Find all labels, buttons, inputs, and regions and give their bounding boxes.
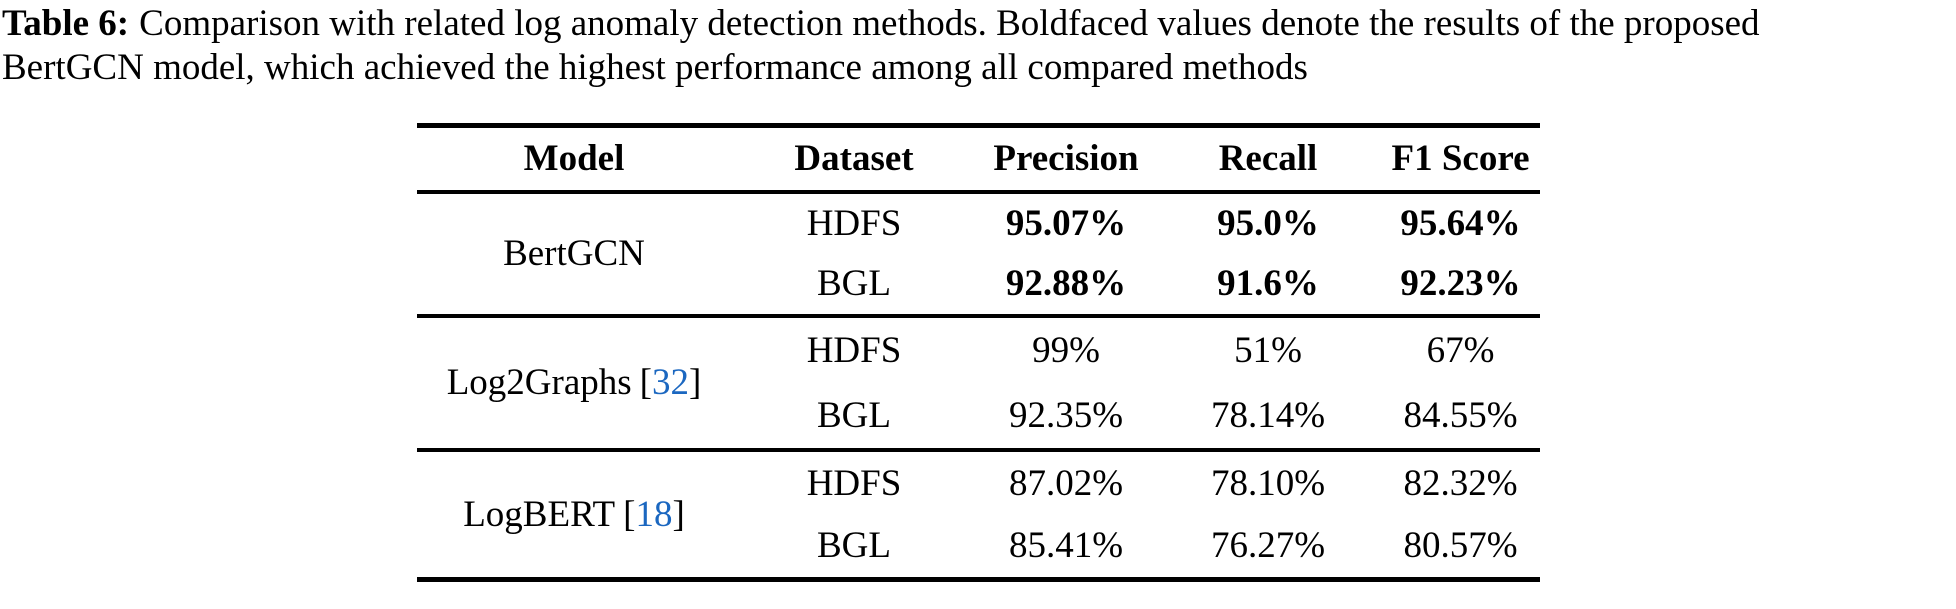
table-row: BGL 92.35% 78.14% 84.55% [417,383,1540,450]
f1-cell: 82.32% [1403,462,1518,504]
header-dataset: Dataset [794,138,914,180]
table-caption: Table 6: Comparison with related log anom… [2,2,1956,90]
model-cell-bertgcn: BertGCN [417,192,731,316]
caption-text-1: Comparison with related log anomaly dete… [139,3,1760,44]
f1-cell: 95.64% [1400,203,1521,244]
f1-cell: 80.57% [1403,525,1518,567]
citation-bracket-open: [ [639,362,652,403]
citation-bracket-close: ] [688,362,702,403]
model-cell-log2graphs: Log2Graphs [32] [417,316,731,450]
recall-cell: 95.0% [1217,203,1319,244]
precision-cell: 99% [1032,329,1100,371]
dataset-cell: BGL [817,263,891,304]
table-row: LogBERT [18] HDFS 87.02% 78.10% 82.32% [417,450,1540,535]
dataset-cell: HDFS [806,462,902,504]
table-row: BGL 92.88% 91.6% 92.23% [417,254,1540,316]
dataset-cell: HDFS [806,203,902,244]
precision-cell: 92.88% [1005,263,1127,304]
citation-bracket-open: [ [623,493,636,535]
citation-number[interactable]: 32 [651,362,689,403]
f1-cell: 92.23% [1400,263,1521,304]
citation-link[interactable]: [32] [640,362,702,403]
header-precision: Precision [993,138,1139,180]
caption-text-2: BertGCN model, which achieved the highes… [2,47,1308,88]
header-f1: F1 Score [1391,138,1530,180]
dataset-cell: BGL [817,525,891,567]
dataset-cell: HDFS [806,329,902,371]
recall-cell: 51% [1234,329,1302,371]
recall-cell: 78.10% [1210,462,1326,504]
model-cell-logbert: LogBERT [18] [417,450,731,580]
table-row: Log2Graphs [32] HDFS 99% 51% 67% [417,316,1540,404]
table-header-row: Model Dataset Precision Recall F1 Score [417,126,1540,192]
precision-cell: 92.35% [1008,394,1124,436]
dataset-cell: BGL [817,394,891,436]
results-table-container: Model Dataset Precision Recall F1 Score … [417,123,1540,582]
recall-cell: 76.27% [1210,525,1326,567]
precision-cell: 95.07% [1005,203,1127,244]
model-name: Log2Graphs [446,362,632,403]
group-bertgcn: BertGCN HDFS 95.07% 95.0% 95.64% BGL 92.… [417,192,1540,316]
table-row: BertGCN HDFS 95.07% 95.0% 95.64% [417,192,1540,274]
table-row: BGL 85.41% 76.27% 80.57% [417,515,1540,580]
model-name: BertGCN [503,233,645,274]
group-logbert: LogBERT [18] HDFS 87.02% 78.10% 82.32% BG… [417,450,1540,580]
recall-cell: 78.14% [1210,394,1326,436]
precision-cell: 87.02% [1008,462,1124,504]
caption-line-1: Table 6: Comparison with related log anom… [2,2,1956,46]
model-name: LogBERT [463,493,616,535]
caption-label: Table 6: [2,3,130,44]
header-recall: Recall [1218,138,1318,180]
results-table: Model Dataset Precision Recall F1 Score … [417,123,1540,582]
f1-cell: 67% [1426,329,1495,371]
f1-cell: 84.55% [1403,394,1518,436]
group-log2graphs: Log2Graphs [32] HDFS 99% 51% 67% BGL 92.3… [417,316,1540,450]
citation-bracket-close: ] [672,493,685,535]
citation-link[interactable]: [18] [623,494,685,535]
header-model: Model [523,138,625,180]
precision-cell: 85.41% [1008,525,1124,567]
caption-line-2: BertGCN model, which achieved the highes… [2,46,1956,90]
citation-number[interactable]: 18 [635,493,673,535]
recall-cell: 91.6% [1217,263,1319,304]
